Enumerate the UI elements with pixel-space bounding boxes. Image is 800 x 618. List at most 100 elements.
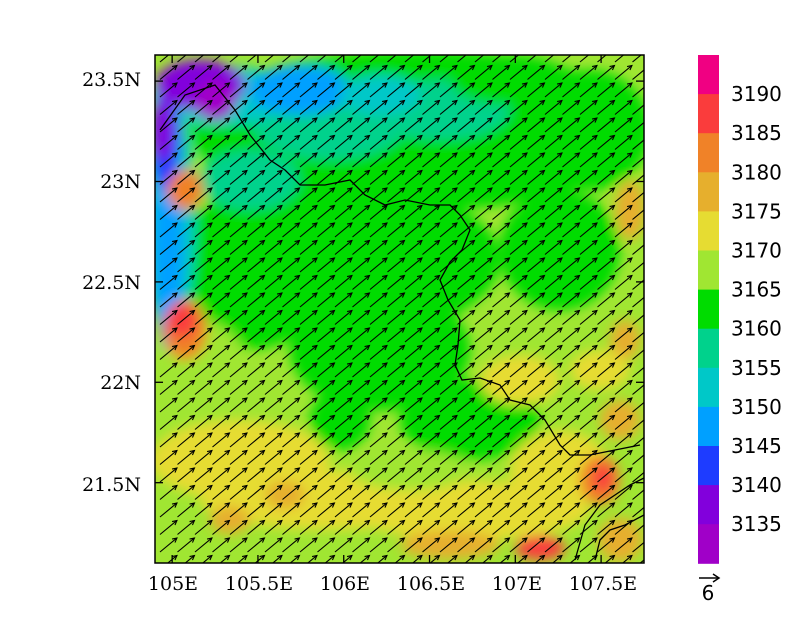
wind-arrow <box>579 82 598 98</box>
wind-arrow <box>544 362 563 378</box>
wind-arrow <box>422 519 441 535</box>
wind-arrow <box>614 292 633 308</box>
wind-arrow <box>334 362 353 378</box>
wind-arrow <box>439 379 458 395</box>
wind-arrow <box>439 344 458 360</box>
wind-arrow <box>544 519 563 535</box>
colorbar-swatch <box>698 94 719 134</box>
wind-arrow <box>509 519 528 535</box>
wind-arrow <box>264 99 283 115</box>
wind-arrow <box>457 187 476 203</box>
wind-arrow <box>229 484 248 500</box>
wind-arrow <box>282 134 301 150</box>
wind-arrow <box>527 117 546 133</box>
wind-arrow <box>212 537 231 553</box>
wind-arrow <box>527 327 546 343</box>
wind-arrow <box>229 257 248 273</box>
wind-arrow <box>387 344 406 360</box>
wind-arrow <box>334 134 353 150</box>
wind-arrow <box>527 502 546 518</box>
wind-arrow <box>527 449 546 465</box>
wind-arrow <box>317 362 336 378</box>
wind-arrow <box>404 222 423 238</box>
wind-arrow <box>352 117 371 133</box>
wind-arrow <box>212 55 222 63</box>
wind-arrow <box>247 204 266 220</box>
wind-arrow <box>194 397 213 413</box>
wind-arrow <box>544 134 563 150</box>
wind-arrow <box>247 467 266 483</box>
wind-arrow <box>544 64 563 80</box>
wind-arrow <box>282 64 301 80</box>
wind-arrow <box>597 327 616 343</box>
wind-arrow <box>562 169 581 185</box>
wind-arrow <box>614 187 633 203</box>
wind-arrow <box>562 432 581 448</box>
wind-arrow <box>229 64 248 80</box>
wind-arrow <box>282 187 301 203</box>
wind-arrow <box>299 432 318 448</box>
wind-arrow <box>544 204 563 220</box>
field-patch <box>480 355 560 405</box>
contour-field <box>155 55 644 563</box>
wind-arrow <box>422 467 441 483</box>
wind-arrow <box>334 537 353 553</box>
wind-arrow <box>632 121 644 133</box>
wind-arrow <box>334 519 353 535</box>
colorbar-label: 3165 <box>731 278 782 302</box>
wind-arrow <box>229 379 248 395</box>
wind-arrow <box>194 537 213 553</box>
lon-tick-label: 106.5E <box>397 573 465 595</box>
wind-arrow <box>404 134 423 150</box>
wind-arrow <box>562 99 581 115</box>
wind-arrow <box>264 187 283 203</box>
wind-arrow <box>457 82 476 98</box>
wind-arrow <box>299 484 318 500</box>
wind-arrow <box>614 484 633 500</box>
wind-arrow <box>509 397 528 413</box>
colorbar-swatch <box>698 328 719 369</box>
wind-arrow <box>404 204 423 220</box>
wind-arrow <box>562 117 581 133</box>
wind-arrow <box>562 502 581 518</box>
wind-arrow <box>352 449 371 465</box>
wind-arrow <box>579 117 598 133</box>
wind-arrow <box>177 239 196 255</box>
wind-arrow <box>282 484 301 500</box>
wind-arrow <box>229 344 248 360</box>
wind-arrow <box>194 204 213 220</box>
wind-arrow <box>334 274 353 290</box>
wind-arrow <box>632 244 644 255</box>
wind-arrow <box>369 239 388 255</box>
wind-arrow <box>422 187 441 203</box>
wind-arrow <box>229 309 248 325</box>
wind-arrow <box>562 187 581 203</box>
wind-arrow <box>404 362 423 378</box>
colorbar-swatch <box>698 250 719 291</box>
wind-arrow <box>264 467 283 483</box>
wind-arrow <box>212 362 231 378</box>
wind-arrow <box>247 239 266 255</box>
wind-arrow <box>404 99 423 115</box>
wind-arrow <box>282 502 301 518</box>
wind-arrow <box>387 222 406 238</box>
wind-arrow <box>650 275 667 289</box>
wind-arrow <box>562 309 581 325</box>
wind-arrow <box>404 467 423 483</box>
wind-arrow <box>334 152 353 168</box>
wind-arrow <box>177 449 196 465</box>
wind-arrow <box>439 309 458 325</box>
wind-arrow <box>194 327 213 343</box>
wind-arrow <box>194 99 213 115</box>
wind-arrow <box>562 55 572 63</box>
wind-arrow <box>457 64 476 80</box>
wind-arrow <box>159 537 178 553</box>
wind-arrow <box>492 519 511 535</box>
wind-arrow <box>457 537 476 553</box>
wind-arrow <box>247 55 257 63</box>
wind-arrow <box>650 135 667 149</box>
wind-arrow <box>159 449 178 465</box>
wind-arrow <box>282 169 301 185</box>
wind-arrow <box>404 449 423 465</box>
wind-arrow <box>527 257 546 273</box>
